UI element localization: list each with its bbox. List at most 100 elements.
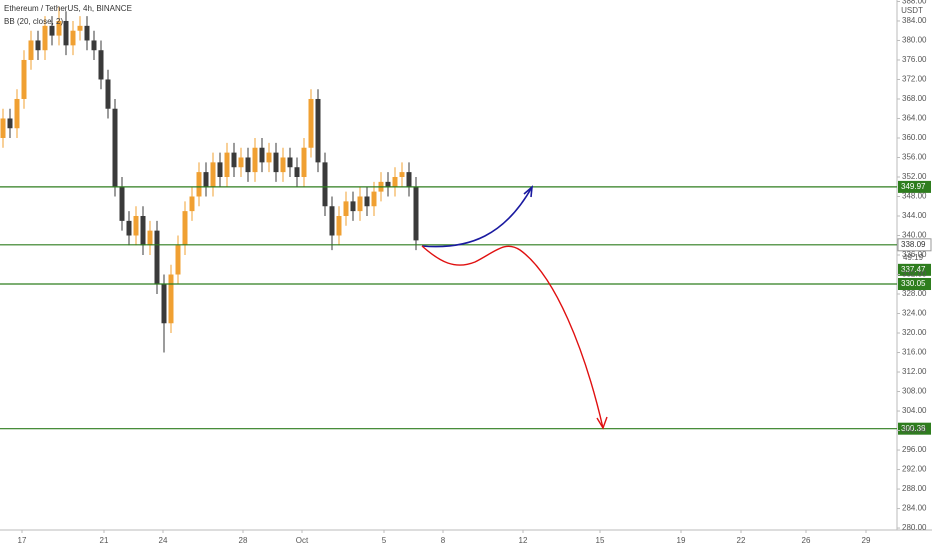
candle-body <box>385 181 391 187</box>
y-tick-label: 368.00 <box>902 94 927 103</box>
last-price-label: 337.47 <box>901 265 926 274</box>
candle-body <box>245 157 251 173</box>
x-tick-label: 19 <box>677 536 686 545</box>
level-tag-label: 300.38 <box>901 424 926 433</box>
y-tick-label: 324.00 <box>902 309 927 318</box>
x-tick-label: 29 <box>862 536 871 545</box>
candle-body <box>357 196 363 212</box>
candle-body <box>399 172 405 177</box>
y-tick-label: 300.00 <box>902 426 927 435</box>
x-tick-label: 5 <box>382 536 387 545</box>
candle-body <box>70 30 76 46</box>
candle-body <box>91 40 97 51</box>
y-tick-label: 296.00 <box>902 445 927 454</box>
candle-body <box>301 147 307 177</box>
candle-body <box>140 215 146 246</box>
axes: 280.00 284.00 288.00 292.00 296.00 300.00 304.… <box>18 0 927 545</box>
y-tick-label: 332.00 <box>902 270 927 279</box>
x-tick-label: 24 <box>159 536 168 545</box>
y-tick-label: 348.00 <box>902 192 927 201</box>
candle-body <box>168 274 174 324</box>
candle-body <box>238 157 244 168</box>
candle-body <box>252 147 258 173</box>
indicator-label: BB (20, close, 2) <box>4 17 63 26</box>
y-tick-label: 364.00 <box>902 114 927 123</box>
y-tick-label: 284.00 <box>902 504 927 513</box>
y-tick-label: 312.00 <box>902 367 927 376</box>
candle-body <box>308 98 314 148</box>
candle-body <box>84 25 90 41</box>
candle-body <box>329 206 335 236</box>
y-tick-label: 320.00 <box>902 328 927 337</box>
y-tick-label: 308.00 <box>902 387 927 396</box>
y-tick-label: 328.00 <box>902 289 927 298</box>
y-tick-label: 304.00 <box>902 406 927 415</box>
y-tick-label: 372.00 <box>902 75 927 84</box>
candle-body <box>154 230 160 285</box>
y-tick-label: 292.00 <box>902 465 927 474</box>
level-tag-label: 338.09 <box>901 240 926 249</box>
x-tick-label: 15 <box>596 536 605 545</box>
countdown: 49:19 <box>903 253 924 262</box>
y-tick-label: 336.00 <box>902 250 927 259</box>
y-tick-label: 280.00 <box>902 523 927 532</box>
candle-body <box>182 211 188 246</box>
y-tick-label: 356.00 <box>902 153 927 162</box>
x-tick-label: 22 <box>737 536 746 545</box>
candle-body <box>49 25 55 36</box>
candle-body <box>392 176 398 187</box>
x-tick-label: 28 <box>239 536 248 545</box>
x-tick-label: 8 <box>441 536 446 545</box>
candle-body <box>21 59 27 99</box>
candle-body <box>280 157 286 173</box>
candle-body <box>231 152 237 168</box>
candle-body <box>350 201 356 212</box>
bearish-path <box>421 245 604 429</box>
price-unit: USDT <box>901 6 923 15</box>
candle-body <box>203 172 209 187</box>
x-tick-label: 21 <box>100 536 109 545</box>
candle-body <box>224 152 230 177</box>
candle-body <box>259 147 265 163</box>
candle-body <box>42 25 48 51</box>
candle-body <box>0 118 6 138</box>
candle-body <box>210 162 216 187</box>
level-tag <box>898 422 931 435</box>
level-tag-label: 330.05 <box>901 279 926 288</box>
candle-body <box>315 98 321 163</box>
candle-body <box>105 79 111 109</box>
candle-body <box>364 196 370 207</box>
candle-body <box>126 220 132 236</box>
bearish-arrowhead <box>596 416 608 430</box>
level-tag <box>898 180 931 193</box>
y-tick-label: 388.00 <box>902 0 927 6</box>
candle-body <box>175 245 181 275</box>
candle-body <box>273 152 279 173</box>
candle-body <box>336 215 342 236</box>
candle-body <box>371 191 377 207</box>
candle-body <box>413 186 419 241</box>
candle-body <box>56 20 62 36</box>
bullish-arrowhead <box>523 185 533 198</box>
y-tick-label: 360.00 <box>902 133 927 142</box>
candle-body <box>287 157 293 168</box>
bullish-path <box>421 186 533 248</box>
level-tag-label: 349.97 <box>901 182 926 191</box>
candle-body <box>147 230 153 246</box>
candle-body <box>35 40 41 51</box>
x-tick-label: 26 <box>802 536 811 545</box>
y-tick-label: 352.00 <box>902 172 927 181</box>
candle-body <box>189 196 195 212</box>
candle-body <box>266 152 272 163</box>
y-tick-label: 380.00 <box>902 36 927 45</box>
x-tick-label: 17 <box>18 536 27 545</box>
candle-body <box>112 108 118 187</box>
y-tick-label: 288.00 <box>902 484 927 493</box>
candle-body <box>77 25 83 31</box>
candle-body <box>119 186 125 221</box>
last-price-tag <box>898 263 931 276</box>
candle-body <box>133 215 139 236</box>
candle-body <box>322 162 328 207</box>
